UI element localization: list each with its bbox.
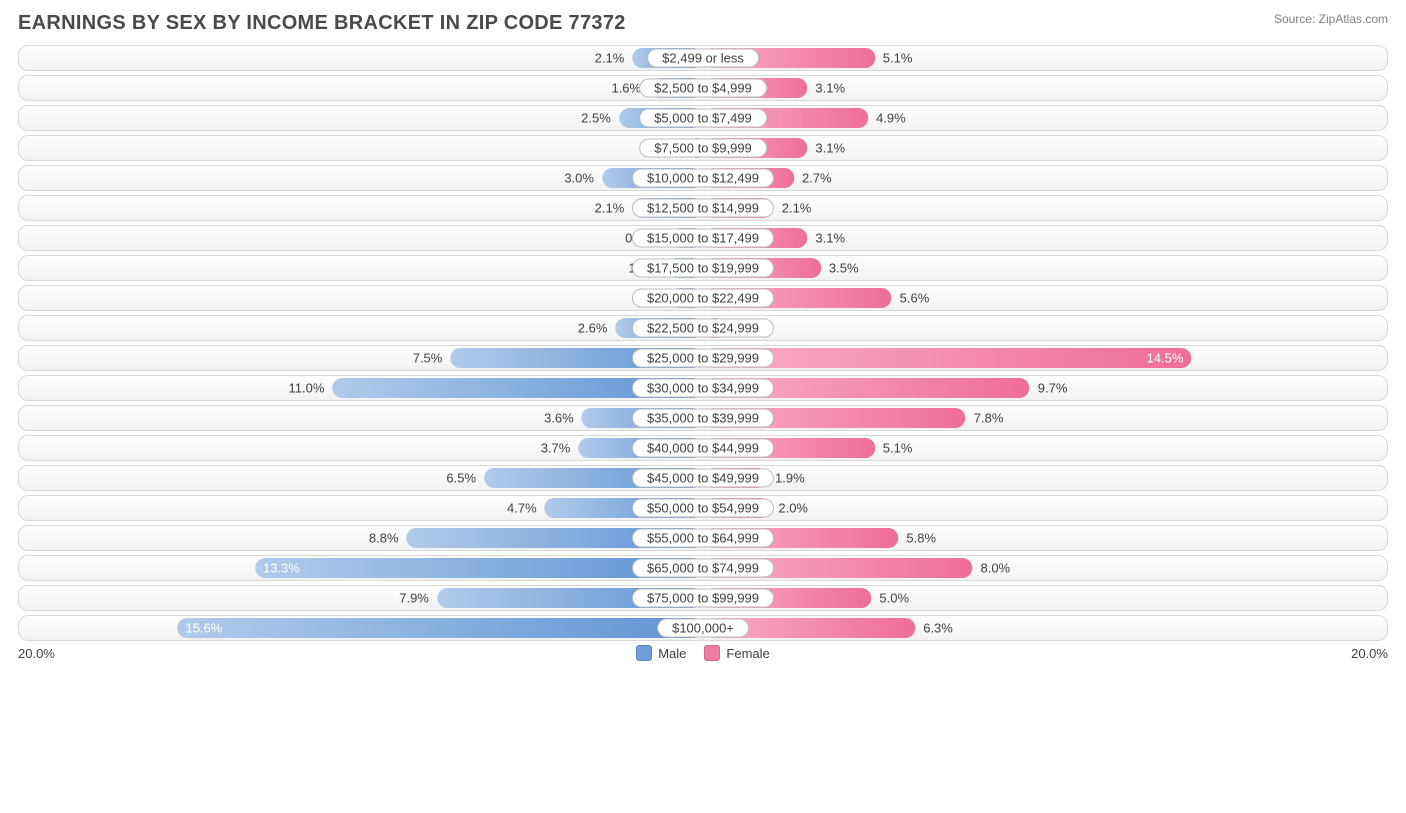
female-value: 4.9%	[876, 111, 906, 126]
chart-row: 0.98%3.1%$15,000 to $17,499	[18, 225, 1388, 251]
female-value: 5.0%	[879, 591, 909, 606]
axis-max-right: 20.0%	[1351, 646, 1388, 661]
male-swatch	[636, 645, 652, 661]
female-value: 2.0%	[778, 501, 808, 516]
female-value: 6.3%	[923, 621, 953, 636]
male-value: 4.7%	[507, 501, 537, 516]
legend: Male Female	[636, 645, 770, 661]
female-value: 9.7%	[1038, 381, 1068, 396]
chart-row: 6.5% 1.9%$45,000 to $49,999	[18, 465, 1388, 491]
female-value: 14.5%	[1147, 351, 1184, 366]
chart-row: 1.1%3.5%$17,500 to $19,999	[18, 255, 1388, 281]
female-bar	[703, 348, 1191, 368]
category-label: $20,000 to $22,499	[632, 289, 774, 308]
legend-item-female: Female	[704, 645, 769, 661]
category-label: $12,500 to $14,999	[632, 199, 774, 218]
male-value: 11.0%	[289, 381, 325, 396]
chart-row: 8.8% 5.8% $55,000 to $64,999	[18, 525, 1388, 551]
male-value: 1.6%	[611, 81, 641, 96]
female-value: 3.1%	[815, 141, 845, 156]
category-label: $2,500 to $4,999	[639, 79, 767, 98]
legend-label-male: Male	[658, 646, 686, 661]
female-swatch	[704, 645, 720, 661]
category-label: $25,000 to $29,999	[632, 349, 774, 368]
male-value: 3.6%	[544, 411, 574, 426]
category-label: $7,500 to $9,999	[639, 139, 767, 158]
chart-row: 2.1% 5.1% $2,499 or less	[18, 45, 1388, 71]
category-label: $17,500 to $19,999	[632, 259, 774, 278]
male-value: 2.6%	[578, 321, 608, 336]
category-label: $75,000 to $99,999	[632, 589, 774, 608]
male-value: 3.7%	[541, 441, 571, 456]
category-label: $2,499 or less	[647, 49, 759, 68]
legend-label-female: Female	[726, 646, 769, 661]
female-value: 2.1%	[782, 201, 812, 216]
female-value: 3.1%	[815, 231, 845, 246]
male-value: 7.9%	[399, 591, 429, 606]
chart-row: 7.9% 5.0% $75,000 to $99,999	[18, 585, 1388, 611]
male-value: 6.5%	[446, 471, 476, 486]
female-value: 7.8%	[974, 411, 1004, 426]
male-value: 2.5%	[581, 111, 611, 126]
female-value: 5.8%	[906, 531, 936, 546]
chart-row: 1.0%5.6%$20,000 to $22,499	[18, 285, 1388, 311]
category-label: $30,000 to $34,999	[632, 379, 774, 398]
male-value: 2.1%	[595, 201, 625, 216]
chart-row: 11.0% 9.7% $30,000 to $34,999	[18, 375, 1388, 401]
male-value: 13.3%	[263, 561, 300, 576]
chart-row: 0.39%3.1%$7,500 to $9,999	[18, 135, 1388, 161]
category-label: $65,000 to $74,999	[632, 559, 774, 578]
category-label: $100,000+	[657, 619, 749, 638]
male-value: 7.5%	[413, 351, 443, 366]
diverging-bar-chart: 2.1% 5.1% $2,499 or less 1.6% 3.1% $2,500 to …	[18, 45, 1388, 641]
male-value: 15.6%	[186, 621, 223, 636]
category-label: $15,000 to $17,499	[632, 229, 774, 248]
category-label: $35,000 to $39,999	[632, 409, 774, 428]
category-label: $50,000 to $54,999	[632, 499, 774, 518]
male-value: 2.1%	[595, 51, 625, 66]
chart-row: 7.5% 14.5% $25,000 to $29,999	[18, 345, 1388, 371]
category-label: $40,000 to $44,999	[632, 439, 774, 458]
chart-row: 3.7% 5.1% $40,000 to $44,999	[18, 435, 1388, 461]
category-label: $5,000 to $7,499	[639, 109, 767, 128]
category-label: $45,000 to $49,999	[632, 469, 774, 488]
male-value: 3.0%	[564, 171, 594, 186]
female-value: 5.1%	[883, 51, 913, 66]
chart-row: 4.7% 2.0% $50,000 to $54,999	[18, 495, 1388, 521]
female-value: 1.9%	[775, 471, 805, 486]
chart-row: 3.6% 7.8% $35,000 to $39,999	[18, 405, 1388, 431]
category-label: $10,000 to $12,499	[632, 169, 774, 188]
female-value: 3.5%	[829, 261, 859, 276]
category-label: $22,500 to $24,999	[632, 319, 774, 338]
chart-row: 3.0% 2.7% $10,000 to $12,499	[18, 165, 1388, 191]
chart-row: 2.5% 4.9% $5,000 to $7,499	[18, 105, 1388, 131]
axis-max-left: 20.0%	[18, 646, 55, 661]
chart-row: 1.6% 3.1% $2,500 to $4,999	[18, 75, 1388, 101]
female-value: 8.0%	[980, 561, 1010, 576]
male-value: 8.8%	[369, 531, 399, 546]
legend-item-male: Male	[636, 645, 686, 661]
chart-row: 2.1% 2.1% $12,500 to $14,999	[18, 195, 1388, 221]
male-bar	[178, 618, 704, 638]
chart-row: 13.3% 8.0% $65,000 to $74,999	[18, 555, 1388, 581]
female-value: 5.1%	[883, 441, 913, 456]
chart-row: 15.6% 6.3% $100,000+	[18, 615, 1388, 641]
chart-title: EARNINGS BY SEX BY INCOME BRACKET IN ZIP…	[18, 12, 626, 35]
female-value: 2.7%	[802, 171, 832, 186]
source-attribution: Source: ZipAtlas.com	[1274, 12, 1388, 26]
female-value: 5.6%	[900, 291, 930, 306]
chart-row: 2.6%0.7%$22,500 to $24,999	[18, 315, 1388, 341]
category-label: $55,000 to $64,999	[632, 529, 774, 548]
female-value: 3.1%	[815, 81, 845, 96]
